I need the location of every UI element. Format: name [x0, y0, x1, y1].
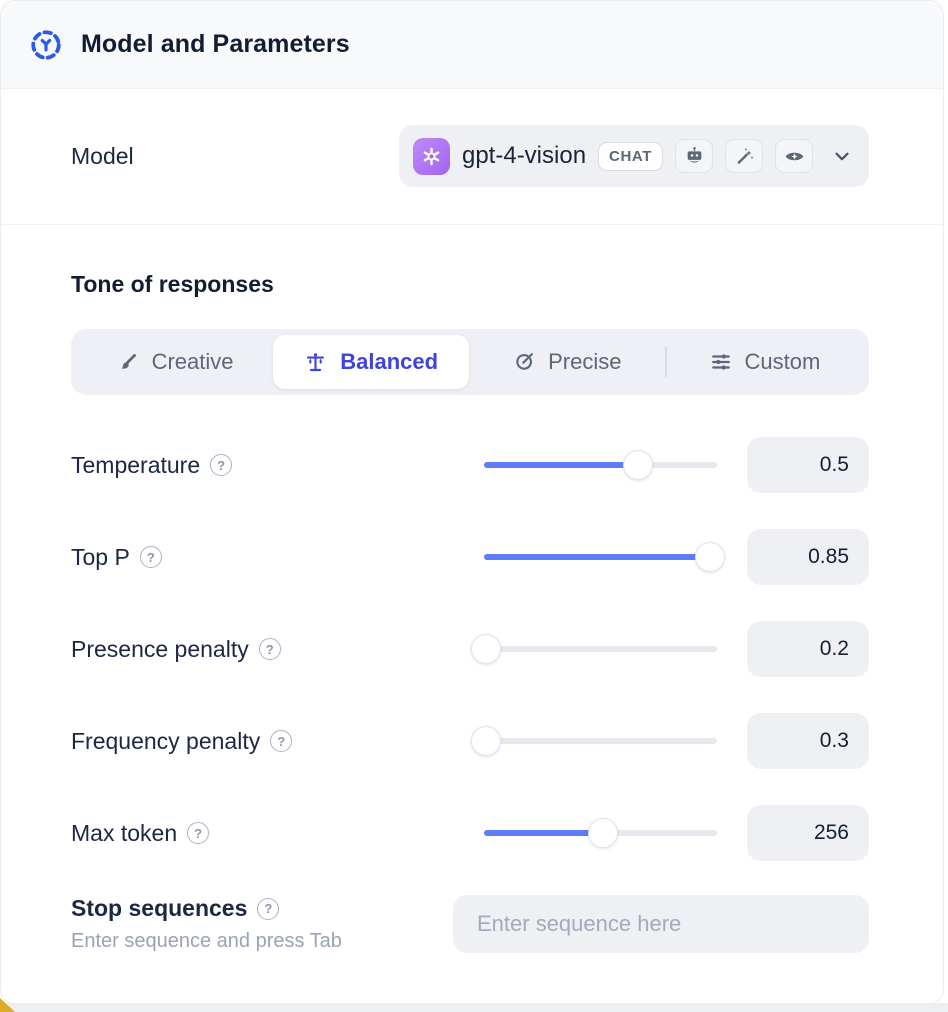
max-token-slider[interactable]: [484, 818, 717, 848]
temperature-slider[interactable]: [484, 450, 717, 480]
param-row-top-p: Top P ? 0.85: [71, 511, 869, 603]
temperature-label: Temperature: [71, 451, 201, 478]
stop-sequence-input[interactable]: [453, 895, 869, 953]
openai-logo-icon: [412, 137, 450, 175]
page-background-strip: [0, 1003, 948, 1012]
tab-creative-label: Creative: [151, 349, 234, 374]
tab-custom[interactable]: Custom: [667, 335, 863, 389]
parameters-list: Temperature ? 0.5 Top P ? 0.85: [71, 419, 869, 879]
panel-header: Model and Parameters: [1, 1, 943, 89]
sliders-icon: [710, 351, 732, 373]
model-type-badge: CHAT: [598, 141, 663, 171]
magic-wand-icon: [725, 139, 763, 173]
frequency-penalty-label: Frequency penalty: [71, 727, 261, 754]
stop-sequences-hint: Enter sequence and press Tab: [71, 930, 342, 952]
param-row-temperature: Temperature ? 0.5: [71, 419, 869, 511]
slider-knob[interactable]: [695, 542, 725, 572]
slider-knob[interactable]: [587, 818, 618, 848]
slider-knob[interactable]: [471, 726, 502, 756]
help-icon[interactable]: ?: [257, 897, 280, 920]
stop-sequences-label: Stop sequences: [71, 895, 248, 921]
frequency-penalty-value[interactable]: 0.3: [747, 713, 869, 769]
model-node-icon: [29, 28, 63, 62]
balance-scale-icon: [304, 351, 327, 374]
presence-penalty-slider[interactable]: [471, 634, 717, 664]
slider-knob[interactable]: [622, 450, 653, 480]
temperature-value[interactable]: 0.5: [747, 437, 869, 493]
tab-precise[interactable]: Precise: [469, 335, 665, 389]
help-icon[interactable]: ?: [270, 730, 293, 752]
panel-title: Model and Parameters: [81, 30, 350, 58]
help-icon[interactable]: ?: [139, 546, 162, 568]
param-row-frequency-penalty: Frequency penalty ? 0.3: [71, 695, 869, 787]
param-row-max-token: Max token ? 256: [71, 787, 869, 879]
top-p-label: Top P: [71, 543, 130, 570]
top-p-slider[interactable]: [484, 542, 725, 572]
model-row: Model gpt-4-vision CHAT: [71, 125, 869, 187]
tab-balanced-label: Balanced: [340, 349, 439, 374]
tone-heading: Tone of responses: [71, 271, 274, 297]
presence-penalty-value[interactable]: 0.2: [747, 621, 869, 677]
model-label: Model: [71, 142, 134, 169]
vision-eye-icon: [775, 139, 813, 173]
tab-divider: [665, 347, 667, 377]
top-p-value[interactable]: 0.85: [747, 529, 869, 585]
help-icon[interactable]: ?: [210, 454, 233, 476]
stop-sequences-row: Stop sequences ? Enter sequence and pres…: [71, 895, 869, 953]
paintbrush-icon: [117, 351, 139, 373]
chevron-down-icon[interactable]: [831, 145, 853, 167]
tab-precise-label: Precise: [548, 349, 622, 374]
slider-knob[interactable]: [471, 634, 502, 664]
target-arrow-icon: [513, 351, 535, 373]
help-icon[interactable]: ?: [258, 638, 281, 660]
section-divider: [1, 224, 943, 225]
presence-penalty-label: Presence penalty: [71, 635, 249, 662]
robot-icon: [675, 139, 713, 173]
max-token-value[interactable]: 256: [747, 805, 869, 861]
model-select-dropdown[interactable]: gpt-4-vision CHAT: [398, 125, 869, 187]
stop-sequences-label-block: Stop sequences ? Enter sequence and pres…: [71, 895, 342, 953]
frequency-penalty-slider[interactable]: [471, 726, 717, 756]
tab-custom-label: Custom: [744, 349, 821, 374]
param-row-presence-penalty: Presence penalty ? 0.2: [71, 603, 869, 695]
tab-creative[interactable]: Creative: [77, 335, 273, 389]
max-token-label: Max token: [71, 819, 178, 846]
tab-balanced[interactable]: Balanced: [273, 335, 470, 389]
help-icon[interactable]: ?: [187, 822, 210, 844]
selected-model-name: gpt-4-vision: [461, 142, 587, 169]
tone-tab-bar: Creative Balanced: [71, 329, 869, 395]
